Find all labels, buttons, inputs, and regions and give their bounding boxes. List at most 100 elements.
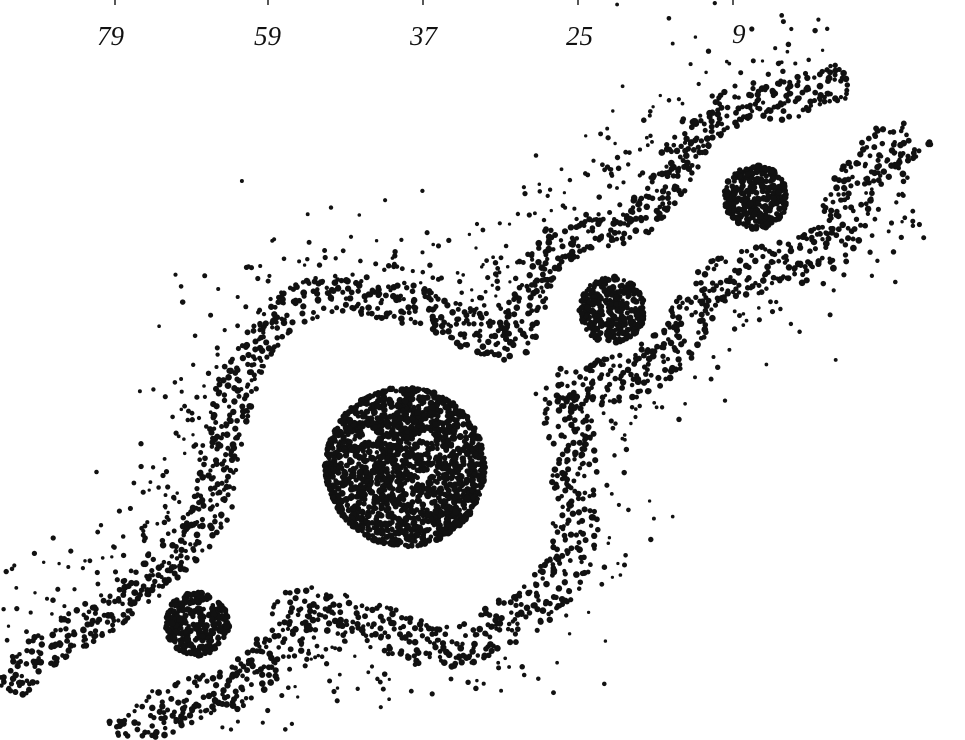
- stipple-dot: [428, 297, 434, 303]
- stipple-dot: [666, 15, 672, 21]
- stipple-dot: [405, 654, 412, 661]
- stipple-dot: [682, 130, 688, 137]
- stipple-dot: [584, 413, 590, 419]
- stipple-dot: [499, 688, 504, 693]
- stipple-dot: [757, 106, 763, 112]
- stipple-dot: [733, 110, 739, 115]
- stipple-dot: [560, 504, 565, 510]
- stipple-dot: [324, 478, 332, 485]
- stipple-dot: [583, 441, 589, 448]
- stipple-dot: [542, 601, 549, 607]
- stipple-dot: [457, 644, 465, 652]
- stipple-dot: [397, 650, 404, 657]
- stipple-dot: [575, 509, 583, 516]
- stipple-dot: [313, 655, 318, 660]
- stipple-dot: [787, 247, 795, 255]
- stipple-dot: [454, 520, 462, 527]
- stipple-dot: [472, 310, 477, 315]
- stipple-dot: [638, 388, 643, 394]
- stipple-dot: [873, 125, 880, 132]
- stipple-dot: [629, 382, 635, 388]
- stipple-dot: [638, 195, 645, 202]
- stipple-dot: [579, 559, 584, 565]
- stipple-dot: [448, 441, 455, 448]
- stipple-dot: [467, 232, 472, 237]
- stipple-dot: [616, 502, 621, 507]
- stipple-dot: [375, 510, 381, 516]
- stipple-dot: [120, 552, 127, 559]
- stipple-dot: [359, 441, 365, 447]
- label-25: 25: [566, 21, 593, 51]
- stipple-dot: [214, 502, 220, 508]
- stipple-dot: [218, 513, 224, 519]
- stipple-dot: [213, 403, 220, 410]
- stipple-dot: [162, 725, 168, 731]
- stipple-dot: [799, 89, 806, 96]
- stipple-dot: [280, 654, 286, 659]
- stipple-dot: [444, 485, 450, 491]
- stipple-dot: [39, 635, 45, 641]
- stipple-dot: [506, 621, 512, 627]
- stipple-dot: [234, 656, 242, 663]
- stipple-dot: [409, 485, 415, 491]
- stipple-dot: [636, 324, 642, 330]
- stipple-dot: [733, 123, 740, 130]
- stipple-dot: [503, 243, 509, 249]
- stipple-dot: [666, 200, 672, 206]
- stipple-dot: [613, 141, 617, 146]
- stipple-dot: [590, 331, 597, 338]
- stipple-dot: [804, 74, 811, 82]
- label-59: 59: [254, 21, 282, 51]
- stipple-dot: [709, 128, 715, 134]
- stipple-dot: [659, 405, 665, 410]
- stipple-dot: [391, 417, 399, 425]
- stipple-dot: [537, 618, 544, 625]
- stipple-dot: [660, 340, 668, 348]
- stipple-dot: [55, 586, 61, 592]
- stipple-dot: [476, 625, 484, 633]
- stipple-dot: [429, 391, 436, 398]
- stipple-dot: [227, 414, 232, 419]
- stipple-dot: [174, 556, 180, 561]
- stipple-dot: [620, 240, 627, 247]
- stipple-dot: [37, 658, 45, 666]
- stipple-dot: [240, 702, 246, 709]
- stipple-dot: [513, 320, 519, 326]
- stipple-dot: [654, 188, 660, 193]
- stipple-dot: [709, 134, 716, 141]
- stipple-dot: [358, 626, 366, 634]
- stipple-dot: [419, 401, 425, 407]
- stipple-dot: [331, 611, 336, 616]
- stipple-dot: [507, 639, 514, 646]
- stipple-dot: [530, 257, 535, 262]
- stipple-dot: [383, 388, 389, 394]
- stipple-dot: [647, 113, 652, 118]
- stipple-dot: [645, 361, 651, 367]
- stipple-dot: [327, 486, 333, 492]
- stipple-dot: [253, 640, 261, 647]
- stipple-dot: [832, 77, 837, 82]
- stipple-dot: [473, 482, 479, 489]
- stipple-dot: [268, 296, 273, 302]
- stipple-dot: [163, 493, 168, 498]
- stipple-dot: [380, 403, 386, 408]
- stipple-dot: [318, 279, 323, 284]
- stipple-dot: [437, 314, 445, 321]
- stipple-dot: [265, 707, 271, 714]
- stipple-dot: [437, 654, 443, 660]
- stipple-dot: [515, 211, 521, 217]
- stipple-dot: [580, 432, 585, 437]
- stipple-dot: [265, 278, 271, 284]
- stipple-dot: [842, 75, 850, 83]
- stipple-dot: [437, 419, 443, 426]
- stipple-dot: [582, 171, 588, 176]
- stipple-dot: [717, 279, 724, 286]
- stipple-dot: [494, 278, 500, 284]
- stipple-dot: [72, 587, 77, 592]
- stipple-dot: [461, 331, 468, 338]
- stipple-dot: [638, 346, 645, 353]
- stipple-dot: [423, 517, 429, 523]
- stipple-dot: [437, 533, 444, 540]
- stipple-dot: [608, 368, 613, 374]
- stipple-dot: [550, 565, 557, 571]
